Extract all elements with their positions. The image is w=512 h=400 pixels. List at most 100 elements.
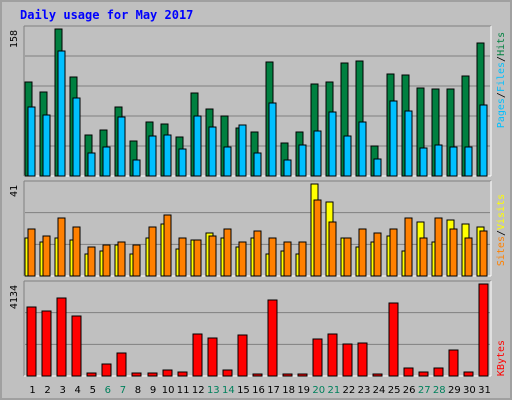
sites-bar <box>328 221 337 277</box>
files-bar <box>268 102 277 177</box>
files-bar <box>117 116 126 177</box>
x-tick-label: 26 <box>403 385 416 396</box>
x-tick-label: 12 <box>192 385 205 396</box>
files-bar <box>193 115 202 177</box>
sites-bar <box>253 230 262 277</box>
files-bar <box>358 121 367 177</box>
kbytes-bar <box>388 302 399 377</box>
sites-bar <box>298 241 307 277</box>
files-bar <box>223 146 232 177</box>
kbytes-bar <box>192 333 203 377</box>
kbytes-bar <box>101 363 112 377</box>
files-bar <box>283 159 292 177</box>
kbytes-bar <box>237 334 248 377</box>
x-tick-label: 8 <box>135 385 141 396</box>
kbytes-bar <box>418 371 429 377</box>
sites-bar <box>479 230 488 277</box>
x-tick-label: 13 <box>207 385 220 396</box>
sites-bar <box>238 241 247 277</box>
kbytes-bar <box>327 333 338 377</box>
legend-pages-files-hits-part: / <box>496 56 507 62</box>
kbytes-bar <box>147 372 158 377</box>
legend-kbytes-part: KBytes <box>496 340 507 376</box>
legend-pages-files-hits-part: Files <box>496 62 507 92</box>
sites-bar <box>313 199 322 277</box>
files-bar <box>132 159 141 177</box>
sites-bar <box>283 241 292 277</box>
files-bar <box>57 50 66 177</box>
kbytes-bar <box>463 371 474 377</box>
kbytes-bar <box>207 337 218 377</box>
kbytes-bar <box>297 373 308 377</box>
sites-bar <box>193 239 202 277</box>
files-bar <box>178 148 187 177</box>
x-tick-label: 7 <box>120 385 126 396</box>
kbytes-bar <box>162 369 173 377</box>
sites-bar <box>373 232 382 277</box>
kbytes-bar <box>71 315 82 377</box>
files-bar <box>434 144 443 177</box>
kbytes-bar <box>41 310 52 377</box>
files-bar <box>87 152 96 177</box>
panel-3-background <box>24 281 491 376</box>
sites-bar <box>148 226 157 277</box>
files-bar <box>373 158 382 177</box>
panel-2-max-label: 41 <box>9 185 20 197</box>
x-tick-label: 6 <box>105 385 111 396</box>
kbytes-bar <box>222 369 233 377</box>
kbytes-bar <box>357 342 368 377</box>
kbytes-bar <box>252 373 263 377</box>
files-bar <box>298 144 307 177</box>
legend-kbytes: KBytes <box>496 340 507 376</box>
files-bar <box>148 135 157 177</box>
kbytes-bar <box>372 373 383 377</box>
sites-bar <box>343 237 352 277</box>
sites-bar <box>419 237 428 277</box>
sites-bar <box>404 217 413 277</box>
files-bar <box>208 126 217 177</box>
files-bar <box>72 97 81 177</box>
files-bar <box>238 124 247 177</box>
files-bar <box>404 110 413 177</box>
files-bar <box>42 114 51 177</box>
sites-bar <box>389 228 398 277</box>
x-tick-label: 31 <box>478 385 491 396</box>
x-tick-label: 28 <box>433 385 446 396</box>
kbytes-bar <box>403 367 414 377</box>
x-tick-label: 29 <box>448 385 461 396</box>
x-tick-label: 24 <box>373 385 386 396</box>
panel-1-max-label: 158 <box>9 30 20 48</box>
kbytes-bar <box>282 373 293 377</box>
sites-bar <box>72 226 81 277</box>
kbytes-bar <box>56 297 67 377</box>
kbytes-bar <box>433 367 444 377</box>
files-bar <box>102 146 111 177</box>
legend-pages-files-hits-part: Pages <box>496 98 507 128</box>
legend-sites-visits-part: Visits <box>496 194 507 230</box>
legend-pages-files-hits-part: Hits <box>496 32 507 56</box>
x-tick-label: 2 <box>44 385 50 396</box>
legend-sites-visits-part: / <box>496 230 507 236</box>
x-tick-label: 4 <box>75 385 81 396</box>
x-tick-label: 1 <box>29 385 35 396</box>
x-tick-label: 15 <box>237 385 250 396</box>
kbytes-bar <box>86 372 97 377</box>
sites-bar <box>87 246 96 277</box>
legend-sites-visits: Sites/Visits <box>496 194 507 266</box>
x-tick-label: 22 <box>343 385 356 396</box>
sites-bar <box>434 217 443 277</box>
x-tick-label: 9 <box>150 385 156 396</box>
sites-bar <box>117 241 126 277</box>
sites-bar <box>132 244 141 277</box>
kbytes-bar <box>478 283 489 377</box>
sites-bar <box>449 228 458 277</box>
chart-title: Daily usage for May 2017 <box>20 8 194 22</box>
files-bar <box>479 104 488 177</box>
sites-bar <box>358 228 367 277</box>
kbytes-bar <box>448 349 459 377</box>
sites-bar <box>57 217 66 277</box>
sites-bar <box>268 237 277 277</box>
files-bar <box>253 152 262 177</box>
x-tick-label: 27 <box>418 385 431 396</box>
files-bar <box>389 100 398 177</box>
